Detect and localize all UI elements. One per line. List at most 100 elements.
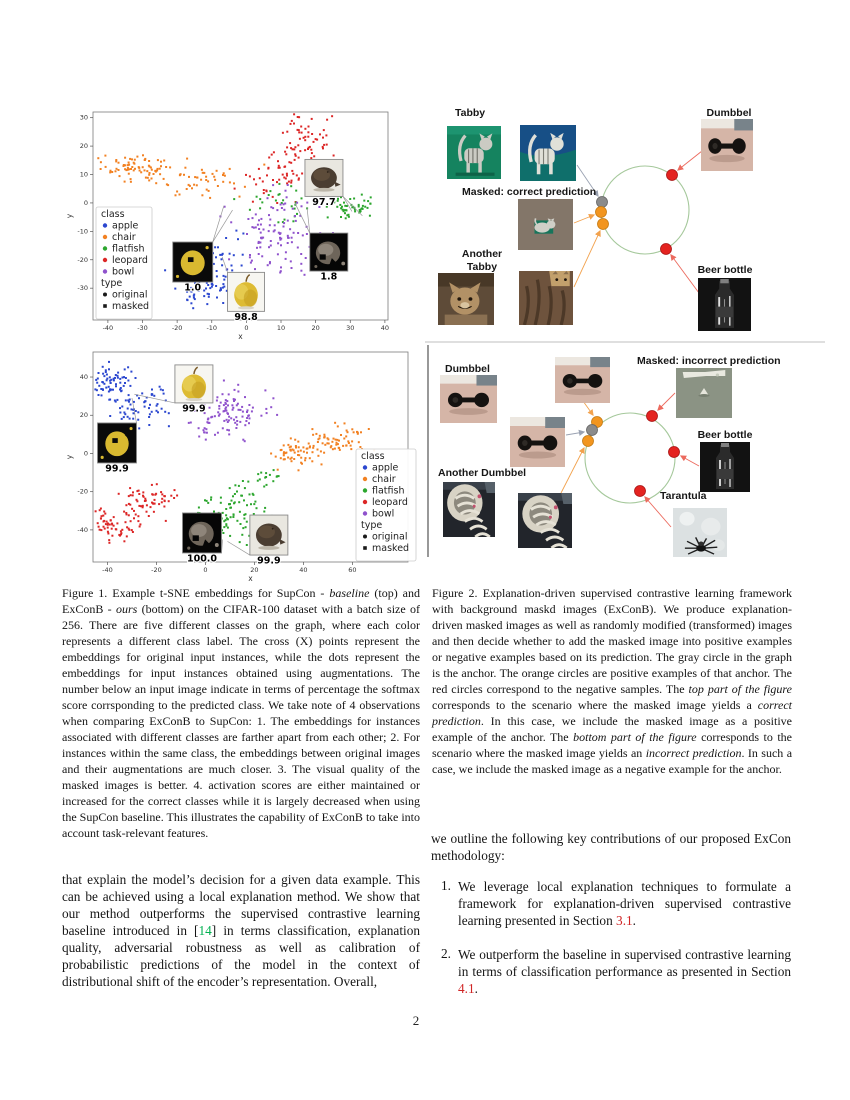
figure1-caption: Figure 1. Example t-SNE embeddings for S… [62, 585, 420, 841]
text-segment: 3.1 [616, 913, 633, 928]
right-column-paragraph: we outline the following key contributio… [431, 830, 791, 864]
figure2-panel-incorrect-prediction: Dumbbel Masked: incorrect prediction Beer … [438, 355, 781, 557]
dumbbell-augmented-image [555, 357, 610, 403]
beer-bottle-negative-image [698, 278, 751, 331]
label-beer-bottle-2: Beer bottle [698, 429, 753, 441]
anchor-connector-line [576, 164, 599, 197]
plot-text: chair [372, 474, 396, 485]
dumbbell-masked-image [676, 368, 732, 418]
plot-text: 40 [381, 324, 389, 332]
text-segment: we outline the following key contributio… [431, 831, 791, 863]
text-segment: Figure 1. Example t-SNE embeddings for S… [62, 586, 330, 600]
label-dumbbell-2: Dumbbel [445, 363, 490, 375]
text-segment: . [632, 913, 636, 928]
y-axis-label: y [65, 213, 74, 218]
text-segment: Figure 2. Explanation-driven supervised … [432, 586, 792, 696]
dumbbell-anchor-source-image [440, 375, 497, 423]
inset-flatfish-masked: 100.0 [182, 512, 223, 565]
dumbbell-modified-image [510, 417, 565, 467]
contribution-item-2: 2. We outperform the baseline in supervi… [431, 946, 791, 997]
negative-connector-line [670, 254, 700, 294]
text-segment: that explain the model’s decision for a … [62, 872, 420, 938]
tarantula-negative-image [673, 508, 727, 557]
embedding-circle [584, 412, 676, 504]
plot-text: type [101, 278, 122, 289]
plot-text: -40 [102, 566, 113, 574]
text-segment: . [474, 981, 478, 996]
text-segment: corresponds to the scenario where the ma… [432, 730, 793, 760]
plot-text: -40 [77, 526, 88, 534]
inset-apple-original: 99.9 [134, 364, 214, 415]
plot-text: -20 [77, 488, 88, 496]
negative-connector-line [679, 455, 700, 467]
flatfish-original-inset-image [304, 159, 343, 197]
figure2-framework-diagram: Tabby Dumbbel Masked: correct prediction An… [425, 95, 830, 570]
plot-text: 0 [84, 449, 88, 457]
anchor-dot [596, 196, 608, 208]
figure1-exconb-tsne-plot: -40 -20 0 20 40 60 -40 -20 0 20 40 x y 99.9 99.9 100.0 9… [62, 345, 418, 583]
text-segment: We leverage local explanation techniques… [458, 879, 791, 928]
anchor-dot [586, 424, 598, 436]
plot-text: chair [112, 232, 136, 243]
plot-text: apple [372, 463, 399, 474]
plot-text: 20 [250, 566, 258, 574]
softmax-score-label: 100.0 [187, 553, 217, 564]
label-tarantula: Tarantula [660, 490, 707, 502]
negative-dot [668, 446, 680, 458]
inset-apple-masked: 99.9 [97, 397, 137, 475]
positive-dot [582, 435, 594, 447]
text-segment: bottom part of the figure [573, 730, 697, 744]
list-item-text: We leverage local explanation techniques… [458, 878, 791, 929]
plot-text: 20 [80, 142, 88, 150]
negative-dot [634, 485, 646, 497]
apple-original-inset-image [227, 272, 265, 312]
flatfish-masked-inset-image [182, 512, 222, 553]
label-tabby: Tabby [455, 107, 485, 119]
label-dumbbell: Dumbbel [707, 107, 752, 119]
plot-text: -30 [137, 324, 148, 332]
plot-text: -40 [103, 324, 114, 332]
flatfish-original-inset-image [249, 515, 288, 556]
plot-text: masked [372, 543, 409, 554]
plot-text: class [361, 451, 385, 462]
text-segment: top part of the figure [688, 682, 792, 696]
plot-text: 30 [346, 324, 354, 332]
apple-original-inset-image [174, 364, 213, 403]
negative-connector-line [657, 392, 676, 411]
plot-text: -10 [206, 324, 217, 332]
plot-text: 0 [203, 566, 207, 574]
softmax-score-label: 1.8 [320, 272, 337, 283]
text-segment: corresponds to the scenario where the ma… [432, 698, 758, 712]
negative-dot [660, 243, 672, 255]
positive-connector-line [560, 446, 585, 494]
figure1-top-supcon-baseline-tsne: -40 -30 -20 -10 0 10 20 30 40 -30 -20 -10 0 10 20 30 x y 9… [65, 111, 389, 341]
figure1-supcon-tsne-plot: -40 -30 -20 -10 0 10 20 30 40 -30 -20 -10 0 10 20 30 x y 9… [62, 103, 418, 341]
positive-connector-line [573, 213, 596, 224]
contribution-item-1: 1. We leverage local explanation techniq… [431, 878, 791, 929]
plot-text: flatfish [112, 244, 145, 255]
page-number: 2 [412, 1013, 420, 1028]
plot-text: bowl [372, 509, 394, 520]
plot-text: 10 [80, 171, 88, 179]
text-segment: (top) and ExConB - [62, 586, 420, 616]
plot-text: x [248, 574, 253, 583]
plot-text: 40 [299, 566, 307, 574]
plot-text: 30 [80, 114, 88, 122]
negative-connector-line [677, 150, 703, 171]
plot-text: apple [112, 221, 139, 232]
left-column-paragraph: that explain the model’s decision for a … [62, 871, 420, 990]
positive-connector-line [573, 229, 601, 288]
softmax-score-label: 99.9 [182, 403, 205, 414]
inset-flatfish-original: 97.7 [304, 158, 363, 216]
inset-flatfish-masked: 1.8 [294, 202, 349, 284]
another-tabby-image [438, 273, 494, 325]
inset-flatfish-original: 99.9 [227, 514, 289, 568]
plot-text: class [101, 209, 125, 220]
plot-text: leopard [112, 255, 148, 266]
softmax-score-label: 97.7 [312, 197, 335, 208]
text-segment: incorrect prediction [645, 746, 742, 760]
apple-masked-inset-image [172, 242, 213, 283]
tabby-fur-augmented-image [519, 271, 573, 325]
negative-dot [666, 169, 678, 181]
